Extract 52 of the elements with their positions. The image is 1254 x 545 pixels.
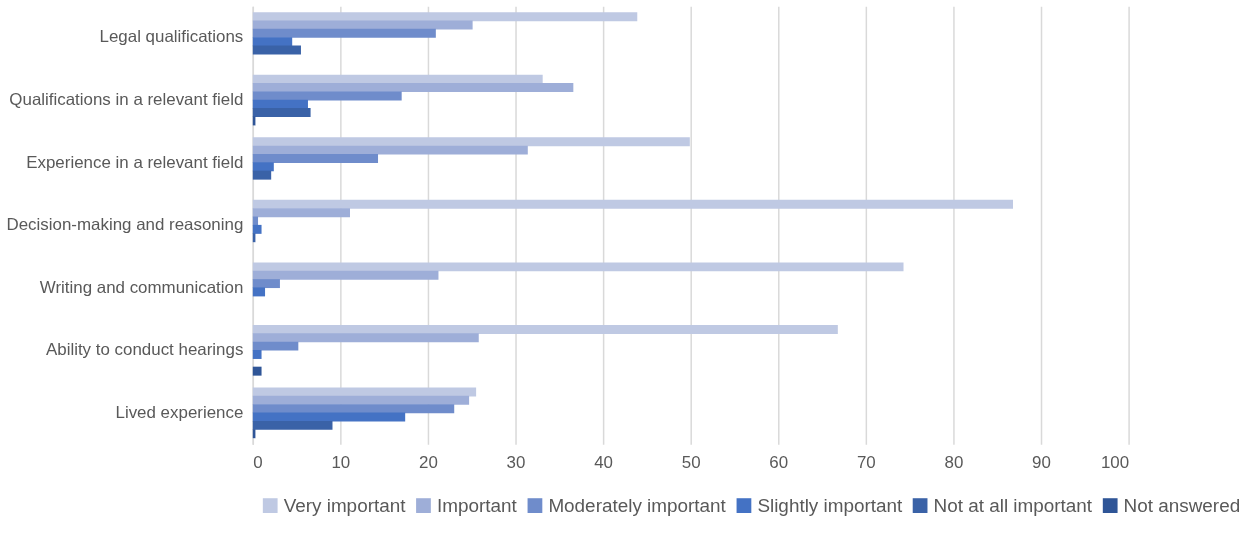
bar: [252, 83, 574, 93]
x-tick-label: 10: [331, 452, 351, 472]
y-tick-label: Experience in a relevant field: [26, 152, 244, 172]
y-tick-label: Qualifications in a relevant field: [9, 90, 244, 110]
x-tick-label: 70: [856, 452, 876, 472]
legend-label: Slightly important: [757, 494, 904, 516]
bar: [252, 153, 379, 163]
x-tick-label: 40: [594, 452, 614, 472]
bar: [252, 162, 274, 172]
x-tick-label: 90: [1032, 452, 1051, 472]
bar: [252, 170, 272, 180]
bar: [252, 108, 311, 118]
legend-label: Not at all important: [933, 494, 1093, 516]
bar: [252, 262, 904, 272]
bar: [252, 37, 293, 47]
x-tick-label: 50: [681, 452, 701, 472]
bar: [252, 350, 262, 359]
y-tick-label: Decision-making and reasoning: [6, 215, 244, 235]
x-tick-label: 60: [769, 452, 789, 472]
bar: [252, 420, 333, 430]
bar: [252, 208, 351, 218]
bar: [252, 45, 301, 55]
bar: [252, 270, 439, 280]
bar: [252, 395, 470, 405]
y-tick-label: Lived experience: [115, 402, 244, 422]
bar: [252, 12, 638, 22]
x-tick-label: 20: [419, 452, 438, 472]
legend-label: Very important: [283, 494, 407, 516]
bar: [252, 287, 266, 297]
legend-label: Moderately important: [548, 494, 727, 516]
bar: [252, 91, 402, 101]
legend-label: Important: [436, 494, 518, 516]
bar: [252, 137, 690, 147]
bar: [252, 224, 262, 234]
bar: [252, 333, 479, 343]
y-tick-label: Legal qualifications: [99, 27, 244, 47]
bar: [252, 366, 262, 376]
x-tick-label: 80: [944, 452, 964, 472]
bar: [252, 341, 299, 351]
x-tick-label: 0: [253, 452, 263, 472]
x-tick-label: 30: [506, 452, 526, 472]
bar: [252, 404, 455, 414]
bar: [252, 324, 838, 334]
bar: [252, 199, 1013, 209]
legend-label: Not answered: [1123, 494, 1241, 516]
y-tick-label: Writing and communication: [39, 277, 244, 297]
x-tick-label: 100: [1100, 452, 1130, 472]
bar: [252, 145, 528, 155]
y-tick-label: Ability to conduct hearings: [45, 340, 244, 360]
bar: [252, 412, 406, 422]
bar: [252, 279, 280, 289]
bar: [252, 28, 436, 38]
